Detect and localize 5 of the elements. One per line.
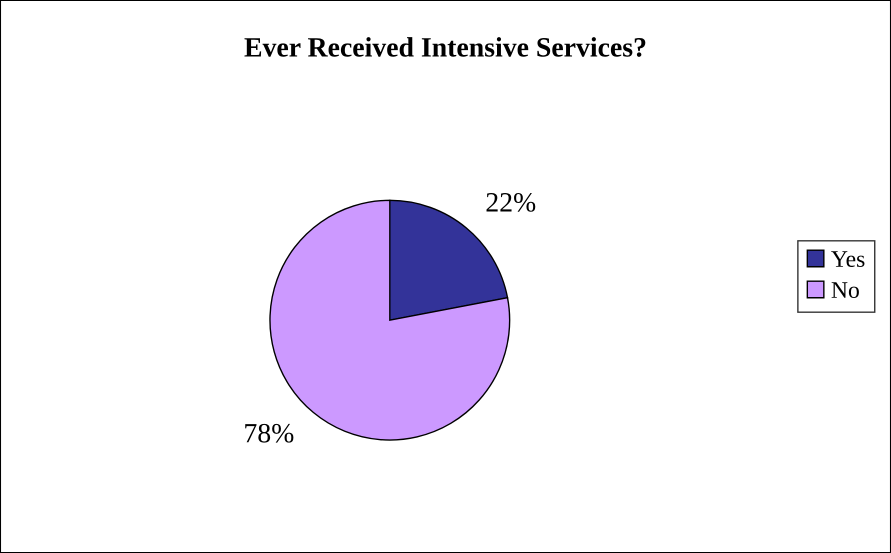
legend-label: No: [832, 282, 859, 298]
data-label: 22%: [486, 192, 536, 212]
data-label: 78%: [245, 424, 294, 443]
chart-title: Ever Received Intensive Services?: [244, 37, 646, 57]
legend-label: Yes: [831, 251, 864, 267]
